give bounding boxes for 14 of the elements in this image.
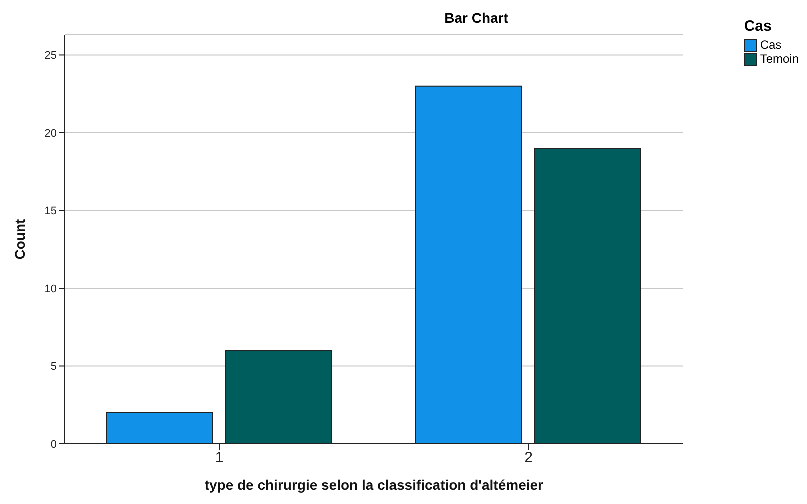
x-tick-label: 2	[524, 450, 533, 467]
legend-label: Cas	[760, 38, 782, 52]
y-tick-label: 0	[50, 438, 57, 451]
x-tick-label: 1	[215, 450, 224, 467]
y-tick-label: 10	[44, 283, 57, 296]
y-tick-label: 15	[44, 206, 57, 218]
chart-title: Bar Chart	[444, 10, 508, 26]
y-tick-label: 25	[44, 50, 57, 62]
y-tick-label: 20	[44, 128, 57, 140]
y-tick-label: 5	[50, 361, 57, 374]
y-axis-title: Count	[12, 218, 28, 260]
legend-label: Temoin	[760, 52, 799, 66]
legend-title: Cas	[744, 18, 773, 35]
x-axis-title: type de chirurgie selon la classification d'altémeier	[204, 477, 544, 493]
